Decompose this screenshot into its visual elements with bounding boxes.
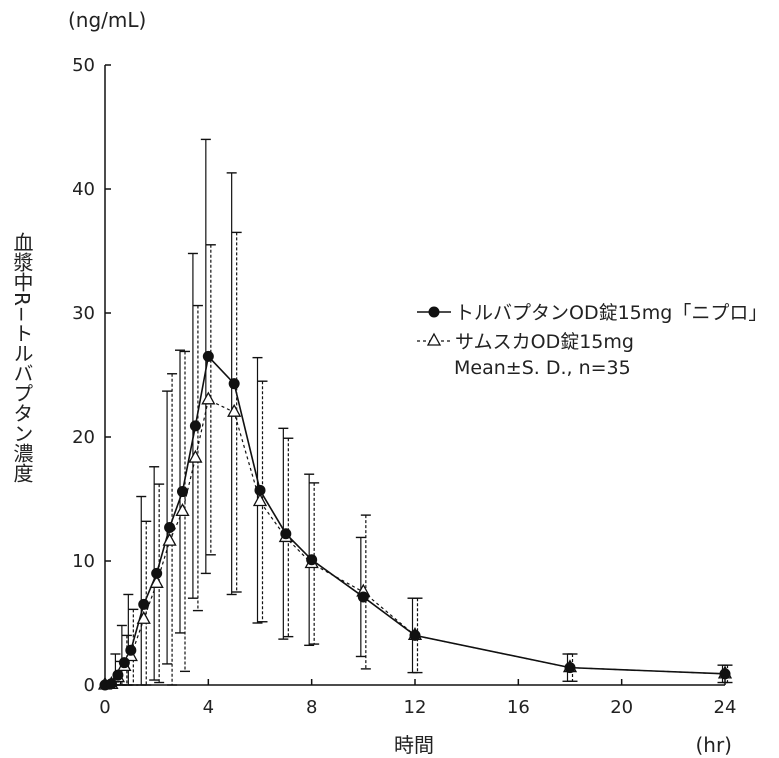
data-point-circle bbox=[357, 591, 369, 603]
legend-label-series-1: トルバプタンOD錠15mg「ニプロ」 bbox=[455, 302, 767, 324]
x-tick-label: 0 bbox=[99, 697, 110, 718]
x-axis-unit: (hr) bbox=[695, 733, 732, 757]
data-point-circle bbox=[202, 350, 214, 362]
y-tick-label: 20 bbox=[72, 427, 95, 448]
y-tick-label: 30 bbox=[72, 303, 95, 324]
legend-label-series-2: サムスカOD錠15mg bbox=[455, 331, 634, 353]
x-tick-label: 16 bbox=[507, 697, 530, 718]
y-tick-label: 40 bbox=[72, 179, 95, 200]
data-point-triangle bbox=[201, 391, 216, 405]
data-point-circle bbox=[118, 657, 130, 669]
data-point-circle bbox=[228, 378, 240, 390]
y-axis-title: 血漿中R−トルバプタン濃度 bbox=[10, 232, 34, 483]
legend-note: Mean±S. D., n=35 bbox=[454, 357, 631, 379]
data-point-circle bbox=[254, 484, 266, 496]
data-point-circle bbox=[719, 668, 731, 680]
legend-marker-circle bbox=[428, 306, 440, 318]
data-point-triangle bbox=[149, 574, 164, 588]
x-tick-label: 12 bbox=[404, 697, 427, 718]
data-point-circle bbox=[306, 554, 318, 566]
x-tick-label: 8 bbox=[306, 697, 317, 718]
x-tick-label: 24 bbox=[714, 697, 737, 718]
legend: トルバプタンOD錠15mg「ニプロ」 サムスカOD錠15mg Mean±S. D… bbox=[417, 302, 767, 379]
data-point-triangle bbox=[175, 503, 190, 517]
x-axis-title: 時間 bbox=[394, 733, 434, 757]
data-point-circle bbox=[564, 662, 576, 674]
data-point-circle bbox=[138, 598, 150, 610]
series-markers bbox=[97, 350, 733, 691]
data-point-circle bbox=[105, 678, 117, 690]
data-point-triangle bbox=[188, 449, 203, 463]
axes: 0 10 20 30 40 50 0 4 8 12 16 20 24 bbox=[72, 55, 736, 718]
legend-marker-triangle bbox=[426, 332, 442, 346]
y-tick-label: 50 bbox=[72, 55, 95, 76]
y-tick-label: 0 bbox=[84, 675, 95, 696]
y-axis-unit: (ng/mL) bbox=[68, 8, 146, 32]
data-point-circle bbox=[164, 522, 176, 534]
data-point-circle bbox=[151, 567, 163, 579]
data-point-circle bbox=[280, 528, 292, 540]
data-point-triangle bbox=[252, 493, 268, 507]
data-point-circle bbox=[177, 486, 188, 498]
data-point-circle bbox=[112, 669, 124, 681]
x-tick-label: 4 bbox=[203, 697, 214, 718]
data-point-circle bbox=[409, 629, 421, 641]
x-tick-label: 20 bbox=[610, 697, 633, 718]
y-tick-label: 10 bbox=[72, 551, 95, 572]
data-point-triangle bbox=[162, 532, 177, 546]
data-point-triangle bbox=[136, 610, 151, 624]
data-point-circle bbox=[189, 420, 201, 432]
data-point-circle bbox=[125, 644, 137, 656]
data-point-triangle bbox=[227, 403, 242, 417]
